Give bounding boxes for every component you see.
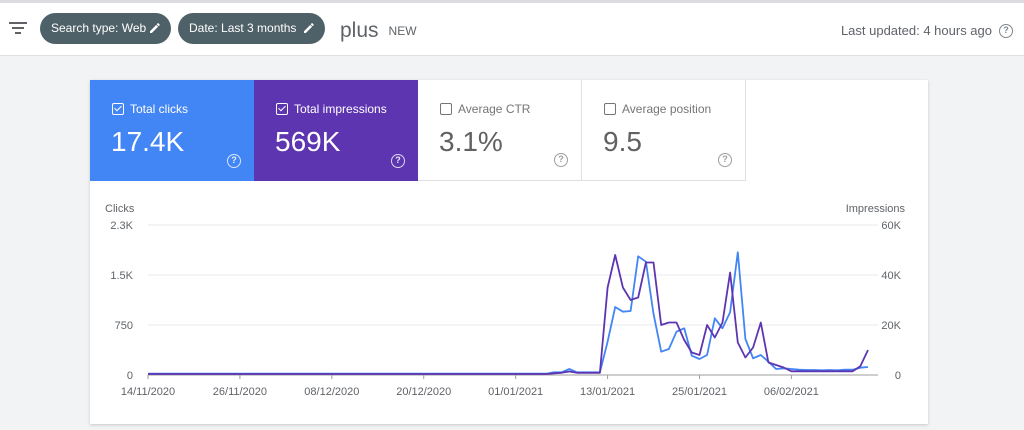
metric-label: Total clicks bbox=[130, 102, 189, 116]
x-tick-label: 13/01/2021 bbox=[580, 386, 635, 398]
left-tick-label: 750 bbox=[115, 320, 133, 332]
x-tick-label: 08/12/2020 bbox=[304, 386, 359, 398]
performance-chart[interactable]: Clicks Impressions 0 750 1.5K 2.3K 0 20K 40K 60K 1… bbox=[90, 80, 928, 424]
checkbox-checked-icon[interactable] bbox=[112, 103, 124, 115]
last-updated-text: Last updated: 4 hours ago bbox=[840, 23, 992, 38]
right-tick-label: 0 bbox=[895, 370, 901, 382]
metric-value: 17.4K bbox=[111, 126, 185, 157]
metric-value: 3.1% bbox=[439, 126, 503, 157]
new-filter-button[interactable]: plus NEW bbox=[340, 19, 417, 42]
left-tick-label: 0 bbox=[127, 370, 133, 382]
metric-header: Total impressions bbox=[276, 102, 387, 116]
metric-total-impressions[interactable]: Total impressions 569K ? bbox=[254, 80, 418, 181]
left-tick-label: 2.3K bbox=[110, 220, 133, 232]
x-tick-label: 14/11/2020 bbox=[121, 386, 175, 398]
x-tick-label: 06/02/2021 bbox=[764, 386, 819, 398]
plus-icon: plus bbox=[340, 19, 379, 42]
metric-header: Total clicks bbox=[112, 102, 188, 116]
x-tick-label: 25/01/2021 bbox=[672, 386, 727, 398]
left-tick-label: 1.5K bbox=[110, 270, 133, 282]
date-range-chip[interactable]: Date: Last 3 months bbox=[178, 13, 325, 44]
x-tick-label: 01/01/2021 bbox=[488, 386, 543, 398]
help-icon[interactable]: ? bbox=[227, 154, 241, 168]
x-tick-label: 26/11/2020 bbox=[213, 386, 267, 398]
new-filter-label: NEW bbox=[388, 24, 417, 38]
metric-value: 569K bbox=[275, 126, 341, 157]
metric-header: Average position bbox=[604, 102, 711, 116]
metric-label: Total impressions bbox=[294, 102, 387, 116]
metric-value: 9.5 bbox=[603, 126, 642, 157]
impressions-series-line[interactable] bbox=[148, 254, 869, 375]
metric-label: Average CTR bbox=[458, 102, 531, 116]
right-tick-label: 20K bbox=[881, 320, 901, 332]
checkbox-checked-icon[interactable] bbox=[276, 103, 288, 115]
metric-average-position[interactable]: Average position 9.5 ? bbox=[582, 80, 746, 181]
clicks-series-line[interactable] bbox=[148, 251, 869, 375]
filter-list-icon[interactable] bbox=[8, 20, 28, 36]
x-tick-label: 20/12/2020 bbox=[396, 386, 451, 398]
help-icon[interactable]: ? bbox=[718, 153, 732, 167]
help-icon[interactable]: ? bbox=[554, 153, 568, 167]
help-icon[interactable]: ? bbox=[999, 24, 1013, 38]
left-axis-title: Clicks bbox=[105, 203, 135, 215]
performance-card: Total clicks 17.4K ? Total impressions 5… bbox=[90, 80, 928, 424]
metric-average-ctr[interactable]: Average CTR 3.1% ? bbox=[418, 80, 582, 181]
pencil-icon bbox=[304, 23, 314, 33]
search-type-chip-label: Search type: Web bbox=[51, 21, 147, 35]
right-tick-label: 60K bbox=[881, 220, 901, 232]
checkbox-unchecked-icon[interactable] bbox=[440, 103, 452, 115]
checkbox-unchecked-icon[interactable] bbox=[604, 103, 616, 115]
search-type-chip[interactable]: Search type: Web bbox=[40, 13, 171, 44]
metric-label: Average position bbox=[622, 102, 712, 116]
date-range-chip-label: Date: Last 3 months bbox=[189, 21, 297, 35]
metric-total-clicks[interactable]: Total clicks 17.4K ? bbox=[90, 80, 254, 181]
right-axis-title: Impressions bbox=[846, 203, 906, 215]
right-tick-label: 40K bbox=[881, 270, 901, 282]
metric-header: Average CTR bbox=[440, 102, 530, 116]
help-icon[interactable]: ? bbox=[391, 154, 405, 168]
top-toolbar: Search type: Web Date: Last 3 months plu… bbox=[0, 0, 1024, 56]
pencil-icon bbox=[150, 23, 160, 33]
